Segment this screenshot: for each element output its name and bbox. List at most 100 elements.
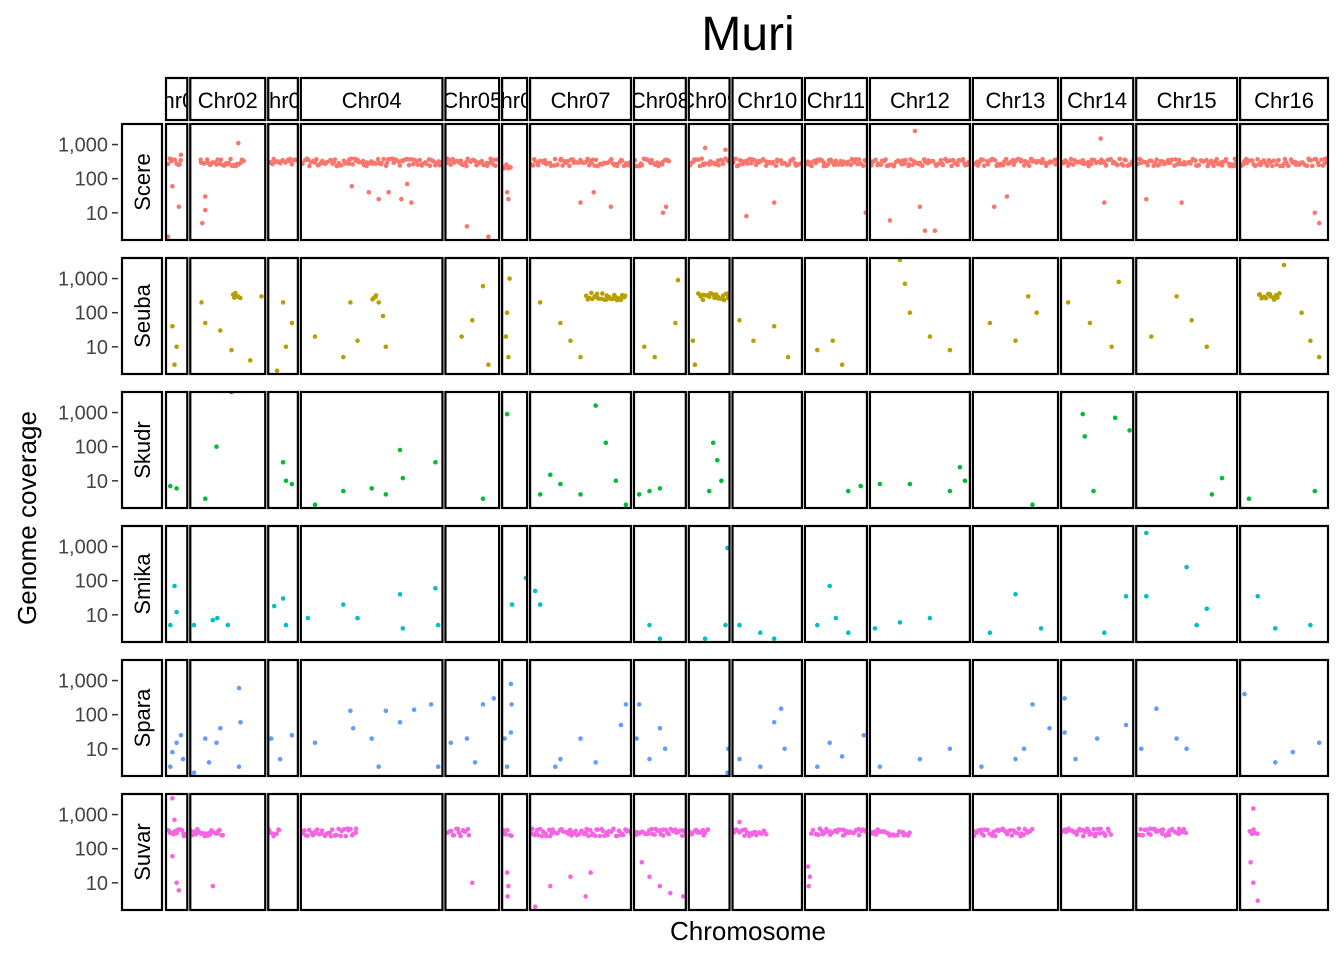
panel-border (1135, 122, 1239, 242)
panel-background (268, 660, 298, 776)
coverage-point (1257, 292, 1263, 297)
panel-points (972, 826, 1035, 839)
coverage-point (480, 702, 486, 707)
facet-panel-seuba-chr14 (1059, 256, 1135, 376)
panel-background (633, 258, 686, 374)
coverage-point (210, 617, 216, 623)
coverage-point (839, 362, 845, 368)
coverage-point (1189, 318, 1194, 323)
coverage-point (751, 338, 756, 344)
y-tick-label: 10 (86, 337, 108, 359)
panel-points (972, 156, 1059, 210)
x-axis-label: Chromosome (670, 916, 826, 946)
coverage-point (486, 234, 491, 239)
coverage-point (214, 444, 219, 450)
coverage-point (1177, 157, 1182, 163)
coverage-point (339, 162, 344, 168)
panel-background (1136, 794, 1238, 910)
panel-background (1240, 392, 1328, 508)
panel-border (632, 524, 687, 644)
facet-row-suvar: Suvar 10 100 1,000 (58, 792, 1330, 912)
panel-border (1238, 524, 1330, 644)
panel-points (532, 588, 543, 607)
panel-background (1240, 124, 1328, 240)
facet-panel-scere-chr15 (1135, 122, 1239, 242)
panel-points (647, 622, 663, 641)
coverage-point (172, 817, 177, 823)
chromosome-strip-label: Chr11 (807, 88, 865, 113)
coverage-point (985, 827, 990, 833)
panel-border (501, 792, 529, 912)
coverage-point (341, 354, 346, 360)
facet-panel-smika-chr14 (1059, 524, 1135, 644)
coverage-point (424, 161, 429, 166)
facet-panel-scere-chr02 (189, 122, 267, 242)
coverage-point (409, 200, 414, 205)
coverage-point (1016, 826, 1022, 831)
panel-points (530, 826, 631, 909)
chromosome-strip-box (299, 76, 444, 122)
coverage-point (229, 347, 234, 353)
coverage-point (411, 707, 417, 712)
panel-points (199, 290, 264, 363)
panel-background (804, 526, 867, 642)
panel-background (1061, 258, 1134, 374)
coverage-point (349, 184, 355, 189)
panel-border (1135, 256, 1239, 376)
panel-background (1136, 660, 1238, 776)
species-strip-box (120, 256, 164, 376)
coverage-point (271, 603, 277, 609)
coverage-point (846, 630, 851, 635)
panel-points (166, 152, 184, 239)
panel-border (632, 256, 687, 376)
coverage-point (927, 334, 933, 339)
coverage-point (537, 602, 543, 607)
panel-points (305, 586, 441, 631)
coverage-point (955, 162, 960, 168)
coverage-point (1062, 696, 1067, 701)
panel-border (267, 256, 299, 376)
coverage-point (825, 162, 831, 167)
panel-background (502, 124, 528, 240)
facet-panel-spara-chr16 (1238, 658, 1330, 778)
coverage-point (657, 726, 663, 731)
panel-border (1238, 390, 1330, 510)
coverage-point (744, 830, 750, 835)
coverage-point (199, 300, 204, 305)
coverage-point (771, 636, 777, 641)
coverage-point (1282, 156, 1288, 162)
panel-background (300, 124, 443, 240)
panel-border (731, 524, 804, 644)
coverage-point (960, 157, 966, 162)
coverage-point (821, 160, 827, 165)
coverage-point (338, 833, 344, 839)
coverage-point (649, 157, 655, 163)
coverage-point (283, 344, 289, 350)
coverage-point (1250, 158, 1255, 163)
coverage-point (174, 486, 179, 491)
facet-panel-smika-chr07 (529, 524, 633, 644)
coverage-point (1089, 831, 1094, 837)
coverage-point (903, 157, 908, 163)
facet-panel-suvar-chr16 (1238, 792, 1330, 912)
coverage-point (280, 300, 286, 305)
panel-border (971, 658, 1060, 778)
coverage-point (470, 318, 475, 323)
coverage-point (302, 828, 307, 833)
chromosome-strip-label: Chr15 (1157, 88, 1217, 113)
panel-background (1061, 392, 1134, 508)
coverage-point (560, 163, 565, 168)
coverage-point (856, 157, 862, 162)
coverage-point (539, 833, 545, 839)
facet-panel-scere-chr14 (1059, 122, 1135, 242)
coverage-point (1196, 162, 1202, 168)
coverage-point (600, 828, 606, 834)
y-tick-label: 1,000 (58, 403, 108, 425)
panel-border (267, 390, 299, 510)
panel-border (1238, 256, 1330, 376)
panel-background (869, 794, 970, 910)
coverage-point (353, 830, 359, 836)
coverage-point (330, 827, 335, 832)
panel-border (164, 122, 189, 242)
chart-title: Muri (701, 8, 794, 61)
